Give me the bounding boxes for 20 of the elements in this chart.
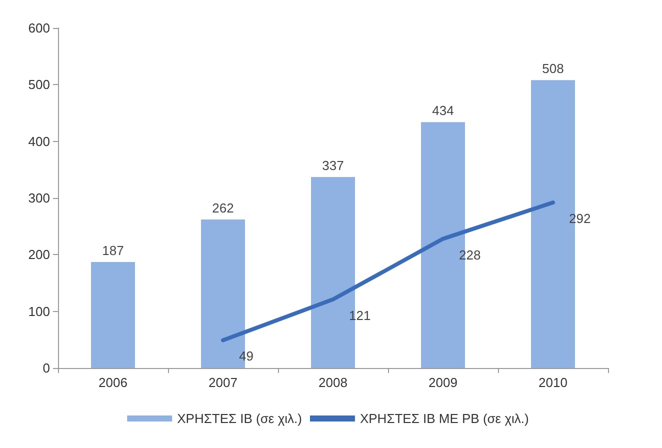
data-label: 434: [432, 103, 454, 118]
y-tick-label: 300: [28, 190, 50, 206]
x-tick-label: 2010: [538, 375, 568, 390]
x-tick-label: 2007: [208, 375, 238, 390]
y-tick-label: 500: [28, 77, 50, 92]
x-tick-label: 2006: [98, 375, 128, 390]
y-tick-label: 600: [28, 20, 50, 36]
y-tick-label: 0: [42, 360, 50, 376]
data-label: 337: [322, 158, 344, 174]
legend-label: ΧΡΗΣΤΕΣ ΙΒ (σε χιλ.): [177, 411, 302, 426]
x-tick-label: 2009: [428, 375, 458, 390]
y-tick-label: 100: [28, 304, 50, 319]
legend-label: ΧΡΗΣΤΕΣ ΙΒ ΜΕ ΡΒ (σε χιλ.): [360, 411, 529, 426]
data-label: 262: [212, 200, 234, 216]
data-label: 187: [102, 243, 124, 258]
bar: [91, 262, 135, 368]
y-tick-label: 200: [28, 247, 50, 262]
data-label: 508: [542, 61, 564, 76]
x-tick-label: 2008: [318, 375, 348, 390]
y-tick-label: 400: [28, 134, 50, 149]
